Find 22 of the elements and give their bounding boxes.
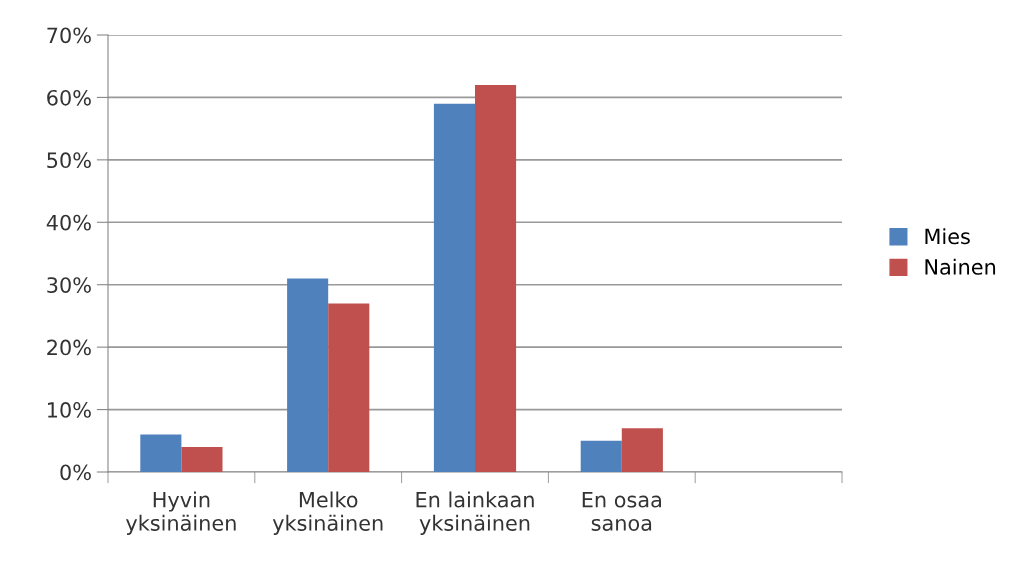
bar bbox=[328, 303, 370, 472]
bar bbox=[181, 447, 223, 472]
y-tick-label: 50% bbox=[47, 152, 91, 169]
y-tick-label: 60% bbox=[47, 89, 91, 106]
x-tick-label: Hyvin yksinäinen bbox=[126, 491, 236, 535]
y-tick-label: 40% bbox=[46, 214, 91, 231]
bar bbox=[580, 440, 622, 472]
y-tick-label: 30% bbox=[47, 277, 91, 293]
bar bbox=[433, 103, 475, 472]
y-tick-label: 10% bbox=[48, 402, 91, 418]
bar bbox=[475, 84, 517, 472]
x-tick-label: Melko yksinäinen bbox=[272, 491, 383, 535]
legend-label: Nainen bbox=[925, 258, 996, 275]
y-tick-label: 20% bbox=[47, 339, 91, 356]
bar bbox=[140, 434, 182, 472]
x-tick-label: En lainkaan yksinäinen bbox=[416, 491, 534, 535]
x-tick-label: En osaa sanoa bbox=[582, 492, 661, 531]
y-tick-label: 0% bbox=[60, 464, 91, 481]
legend-label: Mies bbox=[925, 228, 970, 245]
bar bbox=[287, 278, 329, 472]
y-tick-label: 70% bbox=[47, 27, 91, 44]
bar bbox=[621, 428, 663, 472]
